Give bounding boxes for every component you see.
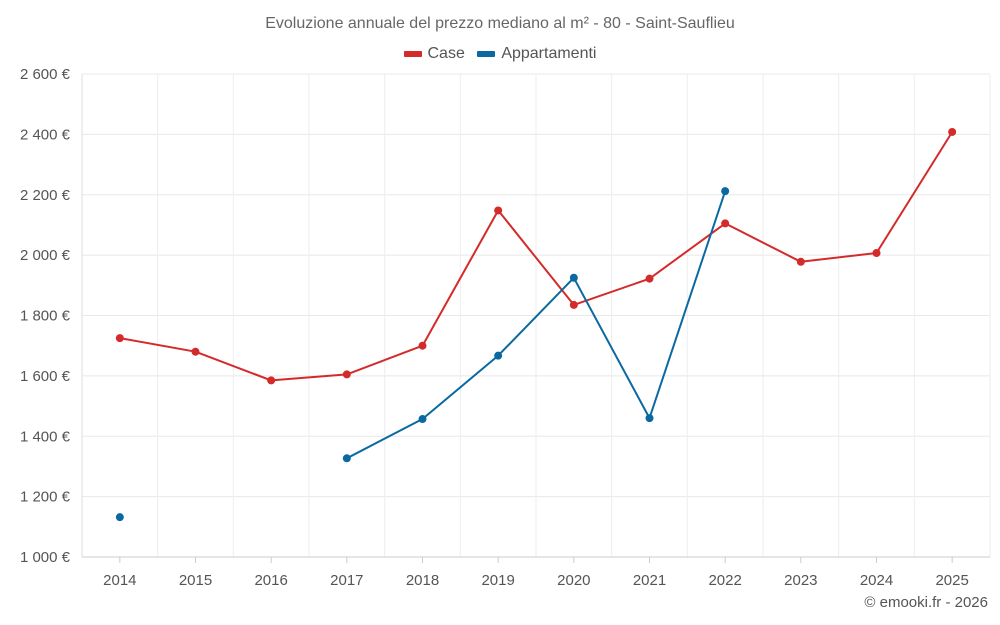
point-appartamenti-2018 (418, 415, 427, 424)
y-tick-label: 1 600 € (20, 368, 71, 385)
credit-text: © emooki.fr - 2026 (864, 594, 988, 611)
point-case-2014 (115, 334, 124, 343)
point-appartamenti-2014 (115, 513, 124, 522)
point-case-2022 (721, 219, 730, 228)
point-appartamenti-2020 (569, 273, 578, 282)
x-tick-label: 2016 (254, 572, 287, 589)
x-tick-label: 2022 (708, 572, 741, 589)
x-tick-label: 2019 (481, 572, 514, 589)
point-case-2020 (569, 300, 578, 309)
point-case-2018 (418, 341, 427, 350)
legend-label-case: Case (427, 45, 465, 62)
x-tick-label: 2023 (784, 572, 817, 589)
x-tick-label: 2018 (406, 572, 439, 589)
point-appartamenti-2022 (721, 187, 730, 196)
x-tick-label: 2025 (935, 572, 968, 589)
y-tick-label: 2 200 € (20, 187, 71, 204)
series-line-appartamenti (345, 190, 727, 460)
x-tick-label: 2014 (103, 572, 136, 589)
y-tick-label: 1 800 € (20, 308, 71, 325)
x-tick-label: 2015 (179, 572, 212, 589)
legend: Case Appartamenti (0, 44, 1000, 63)
y-tick-label: 1 200 € (20, 489, 71, 506)
legend-item-case[interactable]: Case (403, 45, 465, 63)
point-appartamenti-2019 (494, 351, 503, 360)
x-tick-label: 2020 (557, 572, 590, 589)
x-tick-label: 2021 (633, 572, 666, 589)
point-appartamenti-2017 (342, 454, 351, 463)
point-case-2019 (494, 206, 503, 215)
y-tick-label: 1 400 € (20, 428, 71, 445)
legend-swatch-case (403, 51, 422, 57)
point-case-2015 (191, 347, 200, 356)
point-case-2016 (267, 376, 276, 385)
series-line-case (118, 131, 954, 382)
point-case-2017 (342, 370, 351, 379)
legend-swatch-appartamenti (477, 51, 496, 57)
y-tick-label: 2 000 € (20, 247, 71, 264)
x-tick-label: 2017 (330, 572, 363, 589)
point-appartamenti-2021 (645, 414, 654, 423)
x-tick-label: 2024 (860, 572, 893, 589)
y-tick-label: 2 400 € (20, 126, 71, 143)
y-tick-label: 1 000 € (20, 549, 71, 566)
point-case-2025 (948, 127, 957, 136)
y-tick-label: 2 600 € (20, 66, 71, 83)
chart-title: Evoluzione annuale del prezzo mediano al… (265, 15, 735, 32)
point-case-2021 (645, 274, 654, 283)
point-case-2024 (872, 249, 881, 258)
point-case-2023 (796, 257, 805, 266)
legend-label-appartamenti: Appartamenti (501, 45, 597, 62)
legend-item-appartamenti[interactable]: Appartamenti (477, 45, 596, 63)
